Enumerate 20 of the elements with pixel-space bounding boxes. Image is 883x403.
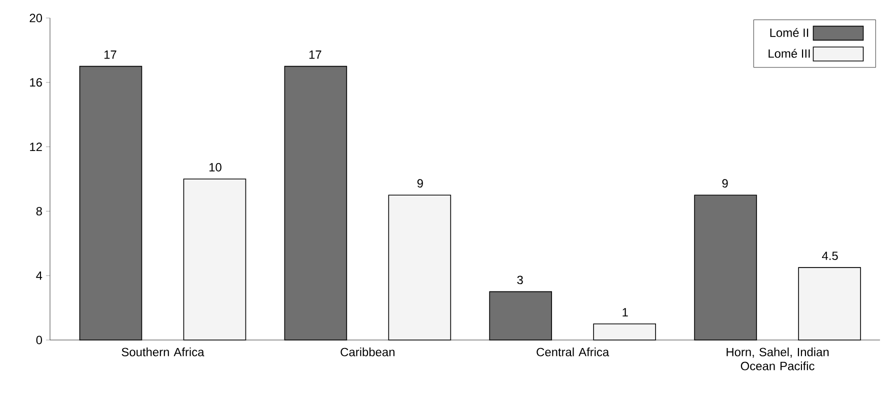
legend-label: Lomé III [768, 48, 810, 58]
x-tick-label: Central Africa [536, 348, 610, 356]
data-label: 9 [722, 179, 728, 188]
data-label: 17 [309, 50, 322, 59]
y-tick-label: 4 [36, 271, 42, 280]
y-tick-label: 20 [30, 14, 42, 22]
data-label: 9 [417, 179, 423, 188]
x-tick-label: Caribbean [340, 348, 394, 356]
y-tick-label: 12 [30, 142, 42, 151]
x-tick-label: Horn, Sahel, Indian Ocean Pacific [726, 348, 829, 370]
data-label: 3 [517, 276, 523, 284]
data-label: 17 [104, 50, 116, 59]
data-label: 4.5 [822, 252, 838, 260]
y-tick-label: 0 [36, 336, 42, 344]
data-label: 10 [209, 163, 222, 172]
y-tick-label: 8 [36, 206, 42, 216]
y-tick-label: 16 [30, 78, 42, 87]
data-label: 1 [622, 308, 628, 316]
x-tick-label: Southern Africa [122, 348, 204, 356]
legend-label: Lomé II [770, 28, 808, 37]
